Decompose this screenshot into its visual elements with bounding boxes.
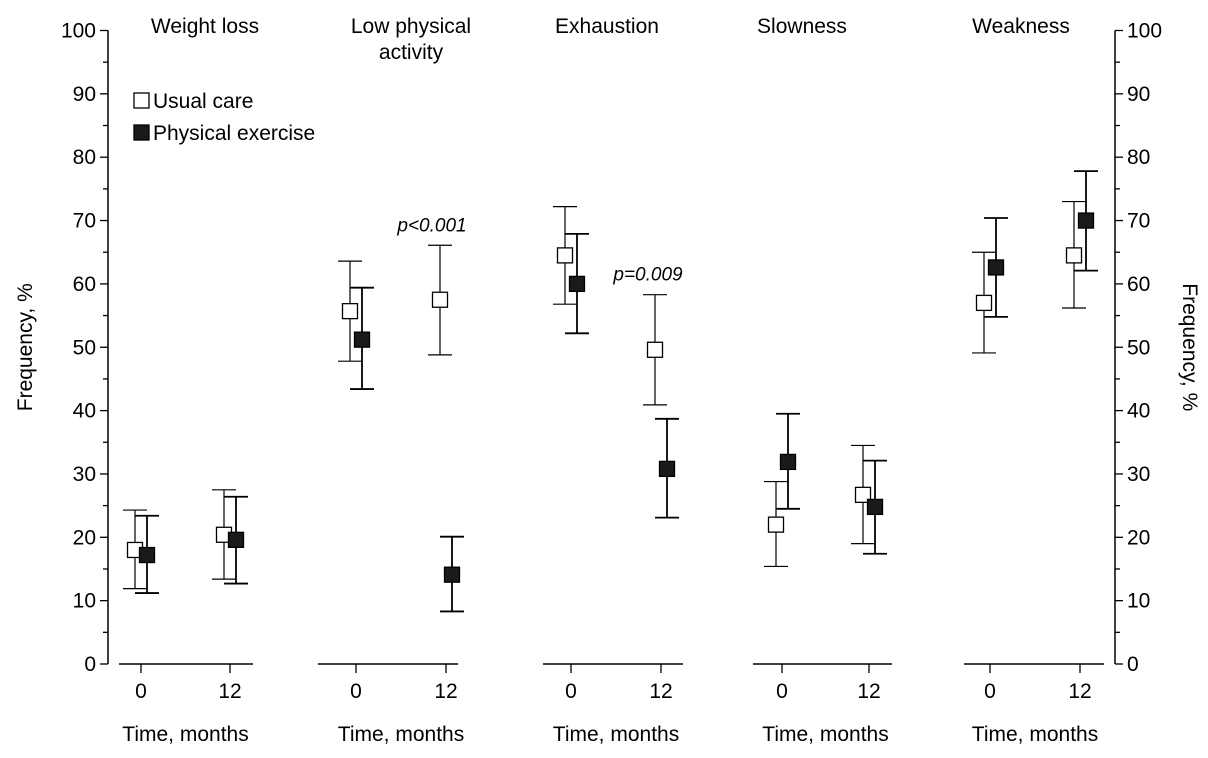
panel-title: activity	[379, 41, 444, 64]
legend-label: Usual care	[153, 90, 253, 113]
panel-title: Low physical	[351, 15, 471, 38]
left-y-tick-label: 20	[73, 526, 96, 549]
x-tick-label: 0	[776, 680, 788, 703]
physical-exercise-marker	[443, 566, 461, 583]
x-axis-title: Time, months	[338, 723, 464, 746]
left-y-tick-label: 50	[73, 336, 96, 359]
left-y-tick-label: 10	[73, 590, 96, 613]
x-tick-label: 12	[434, 680, 457, 703]
left-y-tick-label: 70	[73, 210, 96, 233]
x-tick-label: 0	[350, 680, 362, 703]
usual-care-marker	[1065, 247, 1083, 264]
usual-care-marker	[854, 486, 872, 504]
p-value-annotation: p=0.009	[612, 265, 683, 286]
x-axis-title: Time, months	[122, 723, 248, 746]
right-y-tick-label: 10	[1127, 590, 1150, 613]
x-axis-title: Time, months	[972, 723, 1098, 746]
left-y-tick-label: 100	[61, 20, 96, 43]
left-y-tick-label: 90	[73, 83, 96, 106]
usual-care-marker	[341, 302, 359, 320]
panel-title: Exhaustion	[555, 15, 659, 38]
panel-title: Weight loss	[151, 15, 259, 38]
physical-exercise-marker	[138, 546, 156, 564]
right-y-tick-label: 90	[1127, 83, 1150, 106]
left-y-tick-label: 40	[73, 400, 96, 423]
physical-exercise-marker	[987, 259, 1005, 276]
left-y-tick-label: 80	[73, 146, 96, 169]
panel-title: Weakness	[972, 15, 1070, 38]
x-tick-label: 0	[984, 680, 996, 703]
right-y-tick-label: 40	[1127, 400, 1150, 423]
usual-care-marker	[767, 516, 785, 533]
right-y-tick-label: 100	[1127, 20, 1162, 43]
left-y-tick-label: 0	[84, 653, 96, 676]
x-axis-title: Time, months	[553, 723, 679, 746]
physical-exercise-marker	[353, 331, 371, 348]
right-y-tick-label: 30	[1127, 463, 1150, 486]
x-tick-label: 12	[1068, 680, 1091, 703]
right-y-axis-title: Frequency, %	[1178, 283, 1201, 411]
right-y-tick-label: 70	[1127, 210, 1150, 233]
left-y-tick-label: 60	[73, 273, 96, 296]
usual-care-marker	[431, 291, 449, 308]
x-tick-label: 12	[857, 680, 880, 703]
right-y-tick-label: 50	[1127, 336, 1150, 359]
panel-title: Slowness	[757, 15, 847, 38]
p-value-annotation: p<0.001	[396, 215, 466, 236]
physical-exercise-marker	[568, 275, 586, 293]
right-y-tick-label: 80	[1127, 146, 1150, 169]
usual-care-marker	[556, 247, 574, 264]
legend-label: Physical exercise	[153, 122, 315, 145]
usual-care-marker	[975, 294, 993, 312]
left-y-tick-label: 30	[73, 463, 96, 486]
x-axis-title: Time, months	[762, 723, 888, 746]
legend-physical-exercise-marker	[133, 124, 150, 141]
physical-exercise-marker	[866, 498, 884, 516]
legend-usual-care-marker	[133, 92, 150, 109]
x-tick-label: 12	[649, 680, 672, 703]
x-tick-label: 0	[565, 680, 577, 703]
physical-exercise-marker	[227, 531, 245, 548]
physical-exercise-marker	[658, 460, 676, 478]
physical-exercise-marker	[779, 453, 797, 471]
left-y-axis-title: Frequency, %	[14, 283, 37, 411]
x-tick-label: 12	[218, 680, 241, 703]
physical-exercise-marker	[1077, 212, 1095, 229]
right-y-tick-label: 60	[1127, 273, 1150, 296]
right-y-tick-label: 0	[1127, 653, 1139, 676]
right-y-tick-label: 20	[1127, 526, 1150, 549]
x-tick-label: 0	[135, 680, 147, 703]
usual-care-marker	[646, 341, 664, 358]
